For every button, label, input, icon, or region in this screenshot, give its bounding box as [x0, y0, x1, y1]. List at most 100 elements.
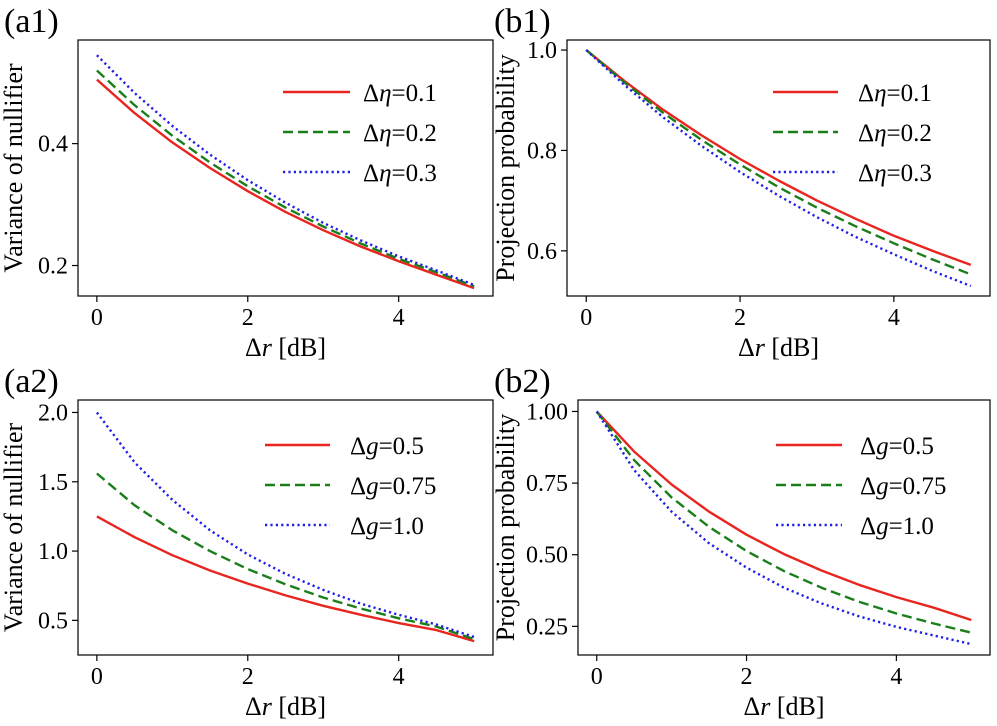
x-axis-label-unit: [dB]: [272, 692, 326, 721]
series-line-1: [96, 78, 475, 290]
legend-label-3: Δη=0.3: [858, 160, 932, 187]
legend-label-2: Δη=0.2: [858, 120, 932, 147]
legend-value: =1.0: [889, 513, 934, 540]
x-axis-label-greek: Δ: [738, 333, 755, 362]
legend-var: g: [876, 473, 889, 500]
y-axis-label: Variance of nullifier: [0, 63, 28, 273]
legend-greek: Δ: [858, 160, 874, 187]
y-tick-label: 0.6: [527, 239, 557, 265]
legend-var: g: [366, 433, 379, 460]
axes-frame: [77, 399, 494, 656]
x-axis-label-var: r: [755, 333, 766, 362]
y-tick-label: 1.0: [527, 38, 557, 64]
panel-a1: (a1) 0 2 4 0.2 0.4 Δr [dB] Variance of nullifie…: [0, 3, 494, 362]
series-line-2: [595, 410, 972, 634]
legend-greek: Δ: [858, 80, 874, 107]
x-axis-label-var: r: [262, 692, 273, 721]
legend-greek: Δ: [860, 473, 876, 500]
x-tick-label: 0: [91, 664, 103, 690]
legend-value: =0.1: [391, 80, 436, 107]
y-tick-label: 0.2: [38, 254, 68, 280]
x-tick-label: 4: [393, 305, 405, 331]
legend-greek: Δ: [350, 473, 366, 500]
x-tick-label: 2: [242, 305, 254, 331]
legend-var: η: [379, 80, 391, 107]
x-axis-label-unit: [dB]: [770, 692, 824, 721]
legend-var: η: [874, 80, 886, 107]
legend-value: =0.2: [886, 120, 931, 147]
legend-greek: Δ: [858, 120, 874, 147]
y-tick-label: 1.00: [526, 399, 568, 425]
legend-label-1: Δg=0.5: [860, 433, 934, 460]
x-axis-label-greek: Δ: [245, 692, 262, 721]
series-line-3: [585, 49, 972, 288]
series-line-2: [585, 49, 972, 276]
legend-greek: Δ: [363, 120, 379, 147]
legend-greek: Δ: [350, 513, 366, 540]
y-axis-label: Variance of nullifier: [0, 422, 28, 632]
legend-var: η: [379, 120, 391, 147]
panel-a2: (a2) 0 2 4 0.5 1.0 1.5 2.0 Δr [dB] Variance of nu…: [0, 363, 494, 721]
legend-label-2: Δg=0.75: [860, 473, 946, 500]
legend-value: =0.3: [886, 160, 931, 187]
legend-value: =0.5: [889, 433, 934, 460]
y-tick-label: 1.0: [38, 539, 68, 565]
legend-var: g: [876, 513, 889, 540]
y-tick-label: 0.50: [526, 543, 568, 569]
x-tick-label: 2: [242, 664, 254, 690]
panel-b2: (b2) 0 2 4 0.25 0.50 0.75 1.00 Δr [dB] Projection…: [491, 363, 991, 721]
x-axis-label: Δr [dB]: [245, 333, 326, 362]
series-line-2: [96, 472, 475, 641]
legend-var: g: [876, 433, 889, 460]
panel-label: (b1): [494, 3, 551, 40]
series-line-3: [96, 54, 475, 287]
legend-var: g: [366, 513, 379, 540]
y-tick-label: 2.0: [38, 400, 68, 426]
legend-label-1: Δη=0.1: [858, 80, 932, 107]
legend-label-2: Δη=0.2: [363, 120, 437, 147]
series-line-1: [585, 49, 972, 267]
legend-var: η: [874, 160, 886, 187]
x-tick-label: 4: [890, 664, 902, 690]
x-axis-label: Δr [dB]: [738, 333, 819, 362]
legend-label-1: Δη=0.1: [363, 80, 437, 107]
x-axis-label: Δr [dB]: [743, 692, 824, 721]
x-tick-label: 0: [580, 305, 592, 331]
x-tick-label: 0: [91, 305, 103, 331]
legend-var: η: [874, 120, 886, 147]
legend-label-3: Δη=0.3: [363, 160, 437, 187]
series-line-1: [96, 515, 475, 643]
x-axis-label-greek: Δ: [245, 333, 262, 362]
x-tick-label: 4: [888, 305, 900, 331]
x-tick-label: 2: [734, 305, 746, 331]
y-axis-label: Projection probability: [491, 54, 520, 281]
y-tick-label: 0.5: [38, 608, 68, 634]
x-tick-label: 2: [741, 664, 753, 690]
x-tick-label: 0: [591, 664, 603, 690]
legend-value: =0.5: [379, 433, 424, 460]
legend-value: =0.75: [889, 473, 947, 500]
legend-greek: Δ: [363, 80, 379, 107]
y-tick-label: 0.4: [38, 132, 68, 158]
legend-label-3: Δg=1.0: [350, 513, 424, 540]
legend-greek: Δ: [860, 433, 876, 460]
legend-label-2: Δg=0.75: [350, 473, 436, 500]
series-line-1: [595, 410, 972, 622]
x-tick-label: 4: [393, 664, 405, 690]
legend-value: =1.0: [379, 513, 424, 540]
legend-greek: Δ: [860, 513, 876, 540]
y-tick-label: 0.25: [526, 614, 568, 640]
panel-label: (b2): [494, 363, 551, 400]
y-tick-label: 0.8: [527, 138, 557, 164]
legend-value: =0.2: [391, 120, 436, 147]
x-axis-label-var: r: [760, 692, 771, 721]
series-line-3: [95, 411, 475, 639]
panel-b1: (b1) 0 2 4 0.6 0.8 1.0 Δr [dB] Projection probab…: [491, 3, 991, 362]
legend-label-1: Δg=0.5: [350, 433, 424, 460]
panel-label: (a1): [4, 3, 59, 40]
x-axis-label-var: r: [262, 333, 273, 362]
series-line-2: [96, 69, 475, 288]
x-axis-label: Δr [dB]: [245, 692, 326, 721]
